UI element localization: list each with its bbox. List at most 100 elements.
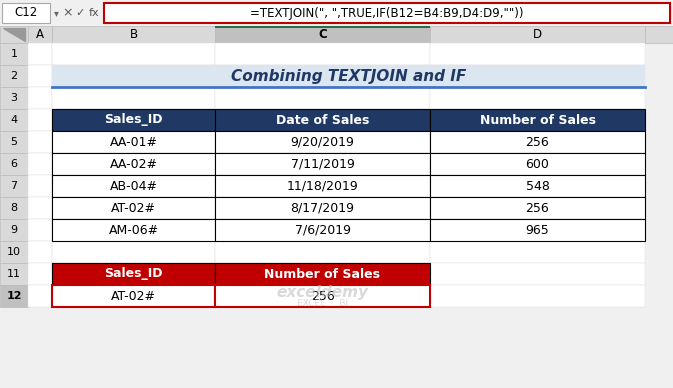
Bar: [0, 43, 28, 65]
Bar: [430, 219, 645, 241]
Bar: [52, 153, 215, 175]
Text: 256: 256: [526, 201, 549, 215]
Bar: [52, 131, 215, 153]
Bar: [215, 131, 430, 153]
Bar: [215, 153, 430, 175]
Bar: [52, 197, 215, 219]
Bar: [52, 197, 215, 219]
Bar: [215, 263, 430, 285]
Text: 256: 256: [526, 135, 549, 149]
Bar: [215, 109, 430, 131]
Text: AT-02#: AT-02#: [111, 201, 156, 215]
Bar: [215, 26, 430, 43]
Bar: [430, 65, 645, 87]
Bar: [215, 197, 430, 219]
Text: 965: 965: [526, 223, 549, 237]
Bar: [430, 153, 645, 175]
Text: 11: 11: [7, 269, 21, 279]
Bar: [28, 175, 52, 197]
Bar: [0, 109, 28, 131]
Text: 11/18/2019: 11/18/2019: [287, 180, 359, 192]
Text: Date of Sales: Date of Sales: [276, 114, 369, 126]
Bar: [52, 131, 215, 153]
Bar: [104, 3, 670, 23]
Text: AM-06#: AM-06#: [108, 223, 159, 237]
Text: 7/6/2019: 7/6/2019: [295, 223, 351, 237]
Text: AA-01#: AA-01#: [110, 135, 157, 149]
Text: 3: 3: [11, 93, 17, 103]
Bar: [430, 109, 645, 131]
Text: C12: C12: [14, 7, 38, 19]
Bar: [28, 241, 52, 263]
Bar: [52, 65, 215, 87]
Bar: [0, 263, 28, 285]
Bar: [215, 263, 430, 285]
Text: 2: 2: [11, 71, 17, 81]
Bar: [28, 65, 52, 87]
Bar: [430, 263, 645, 285]
Bar: [0, 87, 28, 109]
Bar: [28, 131, 52, 153]
Bar: [28, 263, 52, 285]
Bar: [52, 263, 215, 285]
Bar: [430, 175, 645, 197]
Text: 8/17/2019: 8/17/2019: [291, 201, 355, 215]
Bar: [0, 131, 28, 153]
Text: EXCEL  ·  BI: EXCEL · BI: [297, 298, 348, 308]
Bar: [52, 285, 215, 307]
Text: =TEXTJOIN(", ",TRUE,IF(B12=B4:B9,D4:D9,"")): =TEXTJOIN(", ",TRUE,IF(B12=B4:B9,D4:D9,"…: [250, 7, 524, 19]
Bar: [215, 285, 430, 307]
Bar: [215, 43, 430, 65]
Bar: [28, 43, 52, 65]
Text: B: B: [129, 28, 137, 41]
Text: AB-04#: AB-04#: [110, 180, 157, 192]
Bar: [430, 131, 645, 153]
Text: 1: 1: [11, 49, 17, 59]
Text: 7/11/2019: 7/11/2019: [291, 158, 355, 170]
Bar: [215, 285, 430, 307]
Text: Sales_ID: Sales_ID: [104, 114, 163, 126]
Bar: [215, 219, 430, 241]
Bar: [52, 109, 215, 131]
Text: ✓: ✓: [75, 8, 85, 18]
Bar: [215, 109, 430, 131]
Bar: [215, 131, 430, 153]
Bar: [52, 153, 215, 175]
Text: 4: 4: [11, 115, 17, 125]
Text: 6: 6: [11, 159, 17, 169]
Bar: [0, 241, 28, 263]
Text: Combining TEXTJOIN and IF: Combining TEXTJOIN and IF: [231, 69, 466, 83]
Bar: [430, 175, 645, 197]
Text: 600: 600: [526, 158, 549, 170]
Text: Number of Sales: Number of Sales: [264, 267, 380, 281]
Bar: [430, 153, 645, 175]
Bar: [52, 87, 215, 109]
Text: fx: fx: [89, 8, 100, 18]
Bar: [430, 43, 645, 65]
Bar: [52, 43, 215, 65]
Bar: [215, 219, 430, 241]
Bar: [0, 65, 28, 87]
Text: ▾: ▾: [54, 8, 59, 18]
Text: D: D: [533, 28, 542, 41]
Text: 8: 8: [11, 203, 17, 213]
Bar: [52, 175, 215, 197]
Bar: [28, 219, 52, 241]
Text: Sales_ID: Sales_ID: [104, 267, 163, 281]
Bar: [215, 197, 430, 219]
Bar: [28, 109, 52, 131]
Text: 10: 10: [7, 247, 21, 257]
Text: A: A: [36, 28, 44, 41]
Bar: [28, 26, 52, 43]
Bar: [28, 197, 52, 219]
Bar: [215, 26, 430, 28]
Bar: [0, 219, 28, 241]
Bar: [430, 219, 645, 241]
Bar: [0, 285, 28, 307]
Text: AA-02#: AA-02#: [110, 158, 157, 170]
Bar: [52, 109, 215, 131]
Bar: [0, 197, 28, 219]
Bar: [52, 219, 215, 241]
Text: 256: 256: [311, 289, 334, 303]
Bar: [215, 175, 430, 197]
